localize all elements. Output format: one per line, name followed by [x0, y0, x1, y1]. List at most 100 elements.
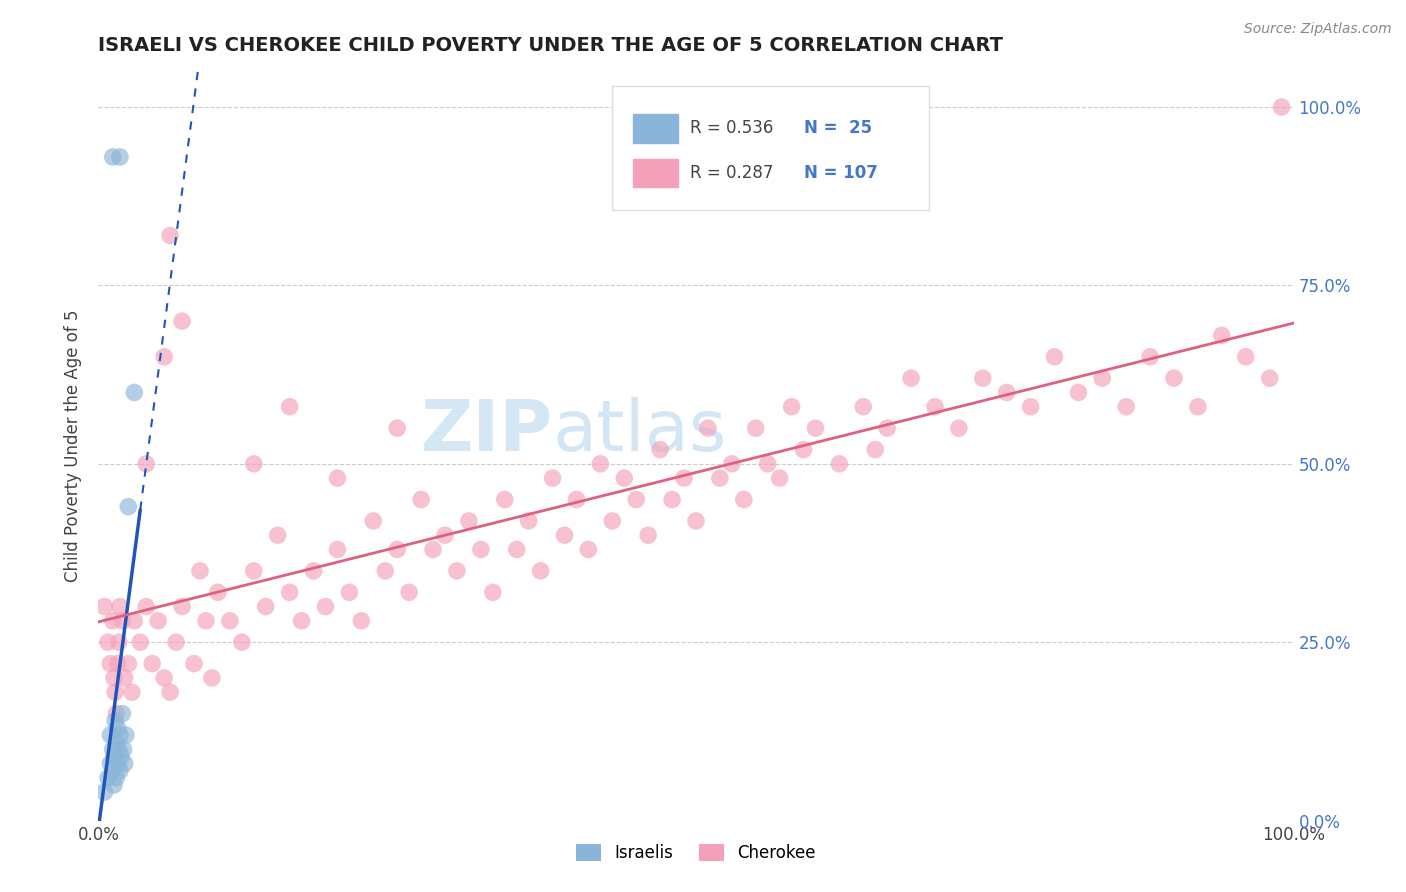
- Point: [565, 492, 588, 507]
- Point: [530, 564, 553, 578]
- Bar: [633, 114, 678, 143]
- Point: [1258, 371, 1281, 385]
- Point: [661, 492, 683, 507]
- Point: [101, 764, 124, 778]
- Point: [315, 599, 337, 614]
- Point: [422, 542, 444, 557]
- Point: [828, 457, 851, 471]
- Point: [115, 728, 138, 742]
- Point: [1187, 400, 1209, 414]
- Point: [108, 150, 131, 164]
- Point: [101, 614, 124, 628]
- Point: [709, 471, 731, 485]
- Point: [121, 685, 143, 699]
- Point: [1067, 385, 1090, 400]
- Point: [470, 542, 492, 557]
- Point: [105, 735, 128, 749]
- Point: [107, 657, 129, 671]
- Point: [243, 457, 266, 471]
- Point: [153, 671, 176, 685]
- Point: [108, 599, 131, 614]
- Point: [97, 635, 120, 649]
- Point: [948, 421, 970, 435]
- Point: [93, 599, 115, 614]
- Point: [326, 542, 349, 557]
- Point: [602, 514, 624, 528]
- Point: [97, 771, 120, 785]
- Point: [302, 564, 325, 578]
- Text: ZIP: ZIP: [420, 397, 553, 466]
- Point: [995, 385, 1018, 400]
- Point: [107, 635, 129, 649]
- Point: [104, 685, 127, 699]
- Text: R = 0.536: R = 0.536: [690, 119, 773, 136]
- Y-axis label: Child Poverty Under the Age of 5: Child Poverty Under the Age of 5: [65, 310, 83, 582]
- Point: [117, 500, 139, 514]
- Point: [768, 471, 790, 485]
- Point: [685, 514, 707, 528]
- Point: [434, 528, 457, 542]
- Point: [756, 457, 779, 471]
- Legend: Israelis, Cherokee: Israelis, Cherokee: [569, 837, 823, 869]
- Point: [108, 728, 131, 742]
- Point: [733, 492, 755, 507]
- Point: [1115, 400, 1137, 414]
- Point: [804, 421, 827, 435]
- Point: [101, 742, 124, 756]
- Text: ISRAELI VS CHEROKEE CHILD POVERTY UNDER THE AGE OF 5 CORRELATION CHART: ISRAELI VS CHEROKEE CHILD POVERTY UNDER …: [98, 36, 1004, 54]
- Point: [98, 756, 122, 771]
- Point: [101, 150, 124, 164]
- Point: [494, 492, 516, 507]
- Text: atlas: atlas: [553, 397, 727, 466]
- Point: [124, 385, 146, 400]
- Point: [98, 728, 122, 742]
- Point: [697, 421, 720, 435]
- Point: [339, 585, 361, 599]
- Point: [350, 614, 373, 628]
- Point: [1091, 371, 1114, 385]
- Point: [114, 671, 136, 685]
- Point: [107, 742, 129, 756]
- Point: [267, 528, 290, 542]
- Point: [398, 585, 420, 599]
- Point: [865, 442, 887, 457]
- Point: [110, 749, 132, 764]
- Point: [153, 350, 176, 364]
- Point: [201, 671, 224, 685]
- Point: [972, 371, 994, 385]
- Text: N = 107: N = 107: [804, 163, 877, 181]
- Point: [1163, 371, 1185, 385]
- Point: [111, 706, 134, 721]
- Text: N =  25: N = 25: [804, 119, 872, 136]
- Point: [188, 564, 211, 578]
- Text: Source: ZipAtlas.com: Source: ZipAtlas.com: [1244, 22, 1392, 37]
- Point: [135, 599, 157, 614]
- Point: [458, 514, 481, 528]
- Point: [924, 400, 946, 414]
- Point: [111, 614, 134, 628]
- Point: [374, 564, 396, 578]
- Point: [793, 442, 815, 457]
- Point: [278, 400, 301, 414]
- Point: [117, 657, 139, 671]
- Bar: [633, 159, 678, 187]
- Point: [104, 714, 127, 728]
- Point: [231, 635, 253, 649]
- Point: [578, 542, 600, 557]
- Point: [481, 585, 505, 599]
- Point: [165, 635, 187, 649]
- Point: [124, 614, 146, 628]
- Point: [745, 421, 768, 435]
- Point: [385, 421, 409, 435]
- Point: [254, 599, 277, 614]
- Point: [1019, 400, 1042, 414]
- Point: [780, 400, 803, 414]
- Point: [108, 764, 131, 778]
- Point: [411, 492, 433, 507]
- Point: [852, 400, 875, 414]
- Point: [1271, 100, 1294, 114]
- Point: [1043, 350, 1066, 364]
- Point: [1211, 328, 1233, 343]
- Point: [107, 721, 129, 735]
- Point: [114, 756, 136, 771]
